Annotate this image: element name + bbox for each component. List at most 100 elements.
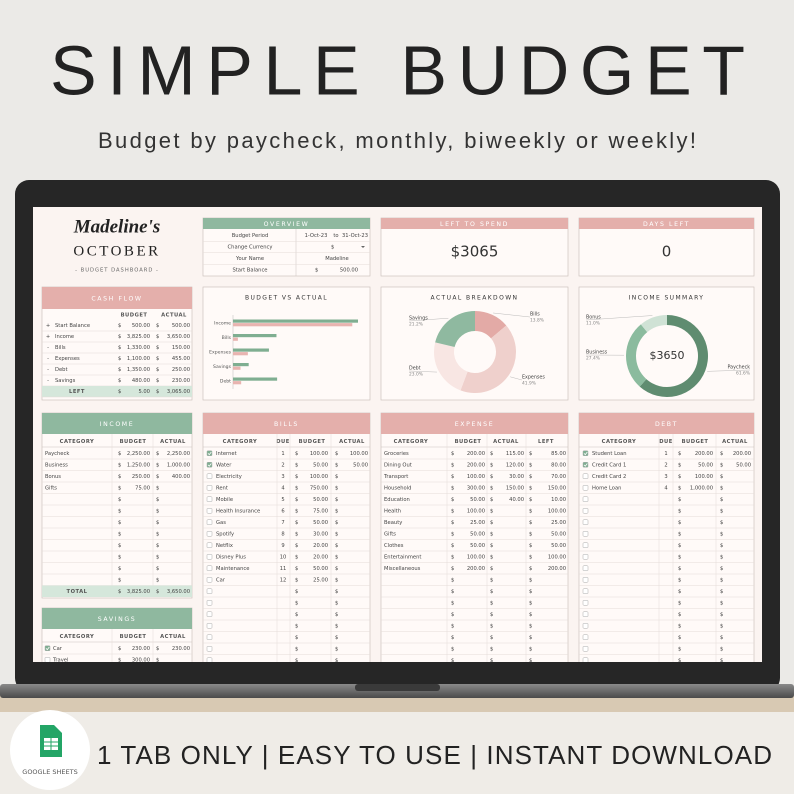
stat-value: 0 (662, 243, 672, 261)
currency-sign: $ (678, 520, 681, 526)
slice-label: Paycheck (728, 365, 751, 371)
chart-title: ACTUAL BREAKDOWN (431, 295, 519, 302)
currency-sign: $ (156, 520, 159, 526)
dropdown-arrow (361, 246, 365, 248)
currency-sign: $ (490, 646, 493, 652)
cell: 1,000.00 (690, 485, 713, 491)
currency-sign: $ (335, 554, 338, 560)
panel (202, 286, 371, 401)
checkbox (206, 657, 213, 662)
cell: 5 (281, 497, 284, 503)
currency-sign: $ (490, 474, 493, 480)
cell: 200.00 (733, 451, 751, 457)
currency-sign: $ (156, 462, 159, 468)
row-label: Bills (55, 345, 66, 351)
currency-sign: $ (678, 543, 681, 549)
currency-sign: $ (490, 658, 493, 664)
checkbox (582, 611, 589, 617)
overview-cell: Madeline (325, 256, 349, 262)
currency-sign: $ (678, 554, 681, 560)
checkbox (582, 519, 589, 525)
currency-sign: $ (451, 531, 454, 537)
currency-sign: $ (678, 497, 681, 503)
cell: 25.00 (551, 520, 566, 526)
currency-sign: $ (720, 589, 723, 595)
currency-sign: $ (529, 612, 532, 618)
cell: 50.00 (313, 566, 328, 572)
cell: 115.00 (506, 451, 524, 457)
cell: 1 (664, 451, 667, 457)
bar (233, 352, 248, 356)
sign: + (46, 323, 50, 329)
slice-value: 23.0% (409, 372, 423, 378)
currency-sign: $ (156, 577, 159, 583)
currency-sign: $ (490, 635, 493, 641)
currency-sign: $ (118, 356, 121, 362)
overview-cell: 31-Oct-23 (342, 233, 368, 239)
cell: 500.00 (172, 323, 190, 329)
checkmark (207, 463, 212, 467)
currency-sign: $ (451, 474, 454, 480)
cell: 200.00 (467, 566, 485, 572)
currency-sign: $ (678, 451, 681, 457)
checkmark (583, 463, 588, 467)
currency-sign: $ (295, 635, 298, 641)
cell: 230.00 (132, 646, 150, 652)
panel-title: EXPENSE (455, 421, 494, 428)
currency-sign: $ (678, 462, 681, 468)
currency-sign: $ (335, 485, 338, 491)
checkbox-checked (206, 450, 213, 456)
cell: Spotify (216, 531, 234, 537)
panel-header (579, 413, 754, 434)
donut-slice (460, 325, 516, 393)
chart-title: INCOME SUMMARY (629, 295, 705, 302)
currency-sign: $ (490, 554, 493, 560)
cell: 40.00 (509, 497, 524, 503)
currency-sign: $ (529, 531, 532, 537)
currency-sign: $ (490, 589, 493, 595)
cell: Mobile (216, 497, 233, 503)
checkbox (206, 542, 213, 548)
currency-sign: $ (720, 658, 723, 664)
currency-sign: $ (720, 508, 723, 514)
checkbox (206, 611, 213, 617)
cell: 3,650.00 (167, 589, 190, 595)
currency-sign: $ (156, 508, 159, 514)
currency-sign: $ (118, 566, 121, 572)
leader-line (707, 369, 751, 372)
currency-sign: $ (720, 451, 723, 457)
donut-slice (434, 342, 468, 391)
column-header: CATEGORY (60, 439, 95, 445)
panel (41, 412, 193, 599)
cell: 230.00 (172, 646, 190, 652)
donut-slice (626, 324, 648, 387)
currency-sign: $ (451, 658, 454, 664)
cell: 400.00 (172, 474, 190, 480)
cell: Transport (383, 474, 408, 480)
cell: Business (45, 462, 68, 468)
currency-sign: $ (156, 334, 159, 340)
cell: Travel (52, 657, 68, 663)
cell: 1,000.00 (167, 462, 190, 468)
currency-sign: $ (295, 508, 298, 514)
cell: 50.00 (698, 462, 713, 468)
currency-sign: $ (118, 462, 121, 468)
currency-sign: $ (529, 589, 532, 595)
currency-sign: $ (720, 497, 723, 503)
bar (233, 337, 238, 341)
currency-sign: $ (490, 566, 493, 572)
column-header: ACTUAL (160, 634, 186, 640)
cell: 150.00 (172, 345, 190, 351)
cell: Health (384, 508, 401, 514)
currency-sign: $ (720, 554, 723, 560)
currency-sign: $ (335, 635, 338, 641)
leader-line (585, 315, 653, 321)
cell: 70.00 (551, 474, 566, 480)
currency-sign: $ (156, 474, 159, 480)
panel-title: LEFT TO SPEND (440, 221, 509, 228)
slice-value: 13.8% (530, 318, 544, 324)
slice-value: 21.2% (409, 322, 423, 328)
cell: 50.00 (470, 497, 485, 503)
cell: Groceries (384, 451, 409, 457)
currency-sign: $ (156, 389, 159, 395)
